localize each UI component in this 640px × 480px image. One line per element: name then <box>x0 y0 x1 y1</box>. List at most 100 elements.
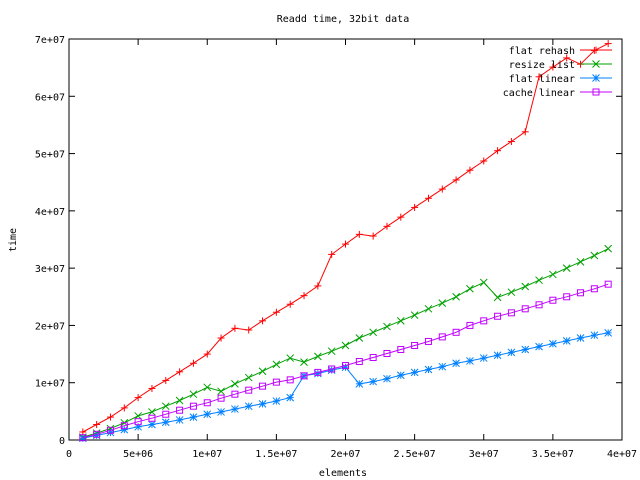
data-point-cache-linear <box>397 345 405 353</box>
y-tick-label: 5e+07 <box>35 150 65 161</box>
data-point-flat-linear <box>535 342 543 351</box>
legend-label-flat-linear: flat linear <box>509 74 575 85</box>
data-point-cache-linear <box>355 358 363 366</box>
data-point-flat-rehash <box>342 240 349 248</box>
data-point-flat-linear <box>479 354 488 362</box>
data-point-resize-list <box>535 276 543 285</box>
data-point-cache-linear <box>342 362 349 370</box>
data-point-cache-linear <box>507 309 515 317</box>
chart-title: Readd time, 32bit data <box>277 14 409 25</box>
data-point-cache-linear <box>286 376 294 384</box>
data-point-flat-rehash <box>549 63 557 71</box>
data-point-flat-rehash <box>383 222 391 230</box>
data-point-flat-linear <box>286 393 295 402</box>
data-point-flat-rehash <box>563 54 571 62</box>
data-point-flat-rehash <box>176 368 184 376</box>
legend-marker-resize-list <box>592 60 600 68</box>
data-point-resize-list <box>452 292 460 301</box>
data-point-flat-linear <box>521 345 530 354</box>
data-point-cache-linear <box>604 280 612 288</box>
data-point-cache-linear <box>148 414 156 422</box>
data-point-flat-linear <box>576 334 585 342</box>
data-point-cache-linear <box>521 305 529 313</box>
data-point-resize-list <box>424 304 433 313</box>
data-point-flat-linear <box>203 410 212 419</box>
data-point-resize-list <box>286 354 295 362</box>
legend-marker-flat-rehash <box>592 46 600 54</box>
data-point-flat-rehash <box>162 376 170 384</box>
data-point-resize-list <box>300 358 308 366</box>
x-axis-label: elements <box>319 468 367 479</box>
data-point-flat-linear <box>438 362 447 371</box>
data-point-cache-linear <box>106 426 114 434</box>
data-point-cache-linear <box>549 296 557 304</box>
legend: flat rehash resize list flat linear cache l… <box>503 46 612 99</box>
data-point-resize-list <box>493 293 502 302</box>
data-point-flat-rehash <box>286 300 294 308</box>
data-point-flat-rehash <box>120 404 128 412</box>
data-point-resize-list <box>217 387 225 396</box>
data-point-flat-linear <box>369 377 378 386</box>
data-point-cache-linear <box>259 382 267 390</box>
x-tick-label: 1e+07 <box>192 449 222 460</box>
data-point-flat-linear <box>507 348 516 357</box>
data-point-resize-list <box>590 251 599 260</box>
data-point-resize-list <box>562 264 571 272</box>
data-point-resize-list <box>438 299 447 307</box>
x-tick-label: 3.5e+07 <box>532 449 574 460</box>
data-point-cache-linear <box>272 378 280 386</box>
data-point-flat-rehash <box>245 326 253 334</box>
data-point-flat-rehash <box>480 157 488 165</box>
legend-label-resize-list: resize list <box>509 60 575 71</box>
data-point-resize-list <box>396 316 405 325</box>
data-point-flat-rehash <box>507 138 515 146</box>
data-point-cache-linear <box>328 365 336 373</box>
data-point-flat-linear <box>189 413 198 421</box>
data-point-cache-linear <box>176 406 184 414</box>
data-point-cache-linear <box>300 372 308 380</box>
x-tick-label: 3e+07 <box>469 449 499 460</box>
data-point-flat-rehash <box>134 394 142 402</box>
data-point-resize-list <box>604 244 613 253</box>
data-point-flat-rehash <box>411 203 419 211</box>
data-point-resize-list <box>479 278 488 287</box>
data-point-flat-rehash <box>314 282 322 290</box>
data-point-cache-linear <box>480 317 488 325</box>
y-axis-label: time <box>8 228 19 252</box>
data-point-resize-list <box>327 347 336 356</box>
data-point-flat-linear <box>217 408 225 416</box>
data-point-flat-rehash <box>521 128 529 136</box>
data-point-resize-list <box>355 334 364 342</box>
series-line-resize-list <box>82 248 609 438</box>
data-point-flat-linear <box>396 371 405 380</box>
data-point-cache-linear <box>203 399 211 407</box>
data-point-flat-rehash <box>424 194 432 202</box>
data-point-resize-list <box>203 383 212 392</box>
x-tick-label: 2e+07 <box>330 449 360 460</box>
data-point-cache-linear <box>134 418 142 426</box>
data-point-resize-list <box>410 311 419 319</box>
y-tick-label: 6e+07 <box>35 92 65 103</box>
data-point-flat-linear <box>452 359 460 368</box>
series-line-flat-rehash <box>82 43 609 433</box>
y-tick-label: 0 <box>59 436 65 447</box>
data-point-flat-rehash <box>106 413 114 421</box>
data-point-flat-linear <box>120 425 129 434</box>
axes: 0 5e+06 1e+07 1.5e+07 2e+07 2.5e+07 3e+07 3.5e+… <box>35 35 637 460</box>
y-tick-label: 2e+07 <box>35 321 65 332</box>
data-point-flat-rehash <box>231 324 239 332</box>
data-point-flat-rehash <box>272 308 280 316</box>
data-point-cache-linear <box>189 402 197 410</box>
data-point-flat-rehash <box>259 317 267 325</box>
data-point-resize-list <box>258 367 267 376</box>
data-point-flat-rehash <box>466 166 474 174</box>
data-point-flat-linear <box>231 405 239 413</box>
data-point-resize-list <box>161 402 170 411</box>
data-point-flat-rehash <box>494 147 502 155</box>
data-point-flat-rehash <box>148 384 156 392</box>
data-point-flat-rehash <box>535 73 543 81</box>
data-point-cache-linear <box>383 349 391 357</box>
data-point-cache-linear <box>535 301 543 309</box>
data-point-flat-rehash <box>452 176 460 184</box>
y-tick-label: 1e+07 <box>35 379 65 390</box>
